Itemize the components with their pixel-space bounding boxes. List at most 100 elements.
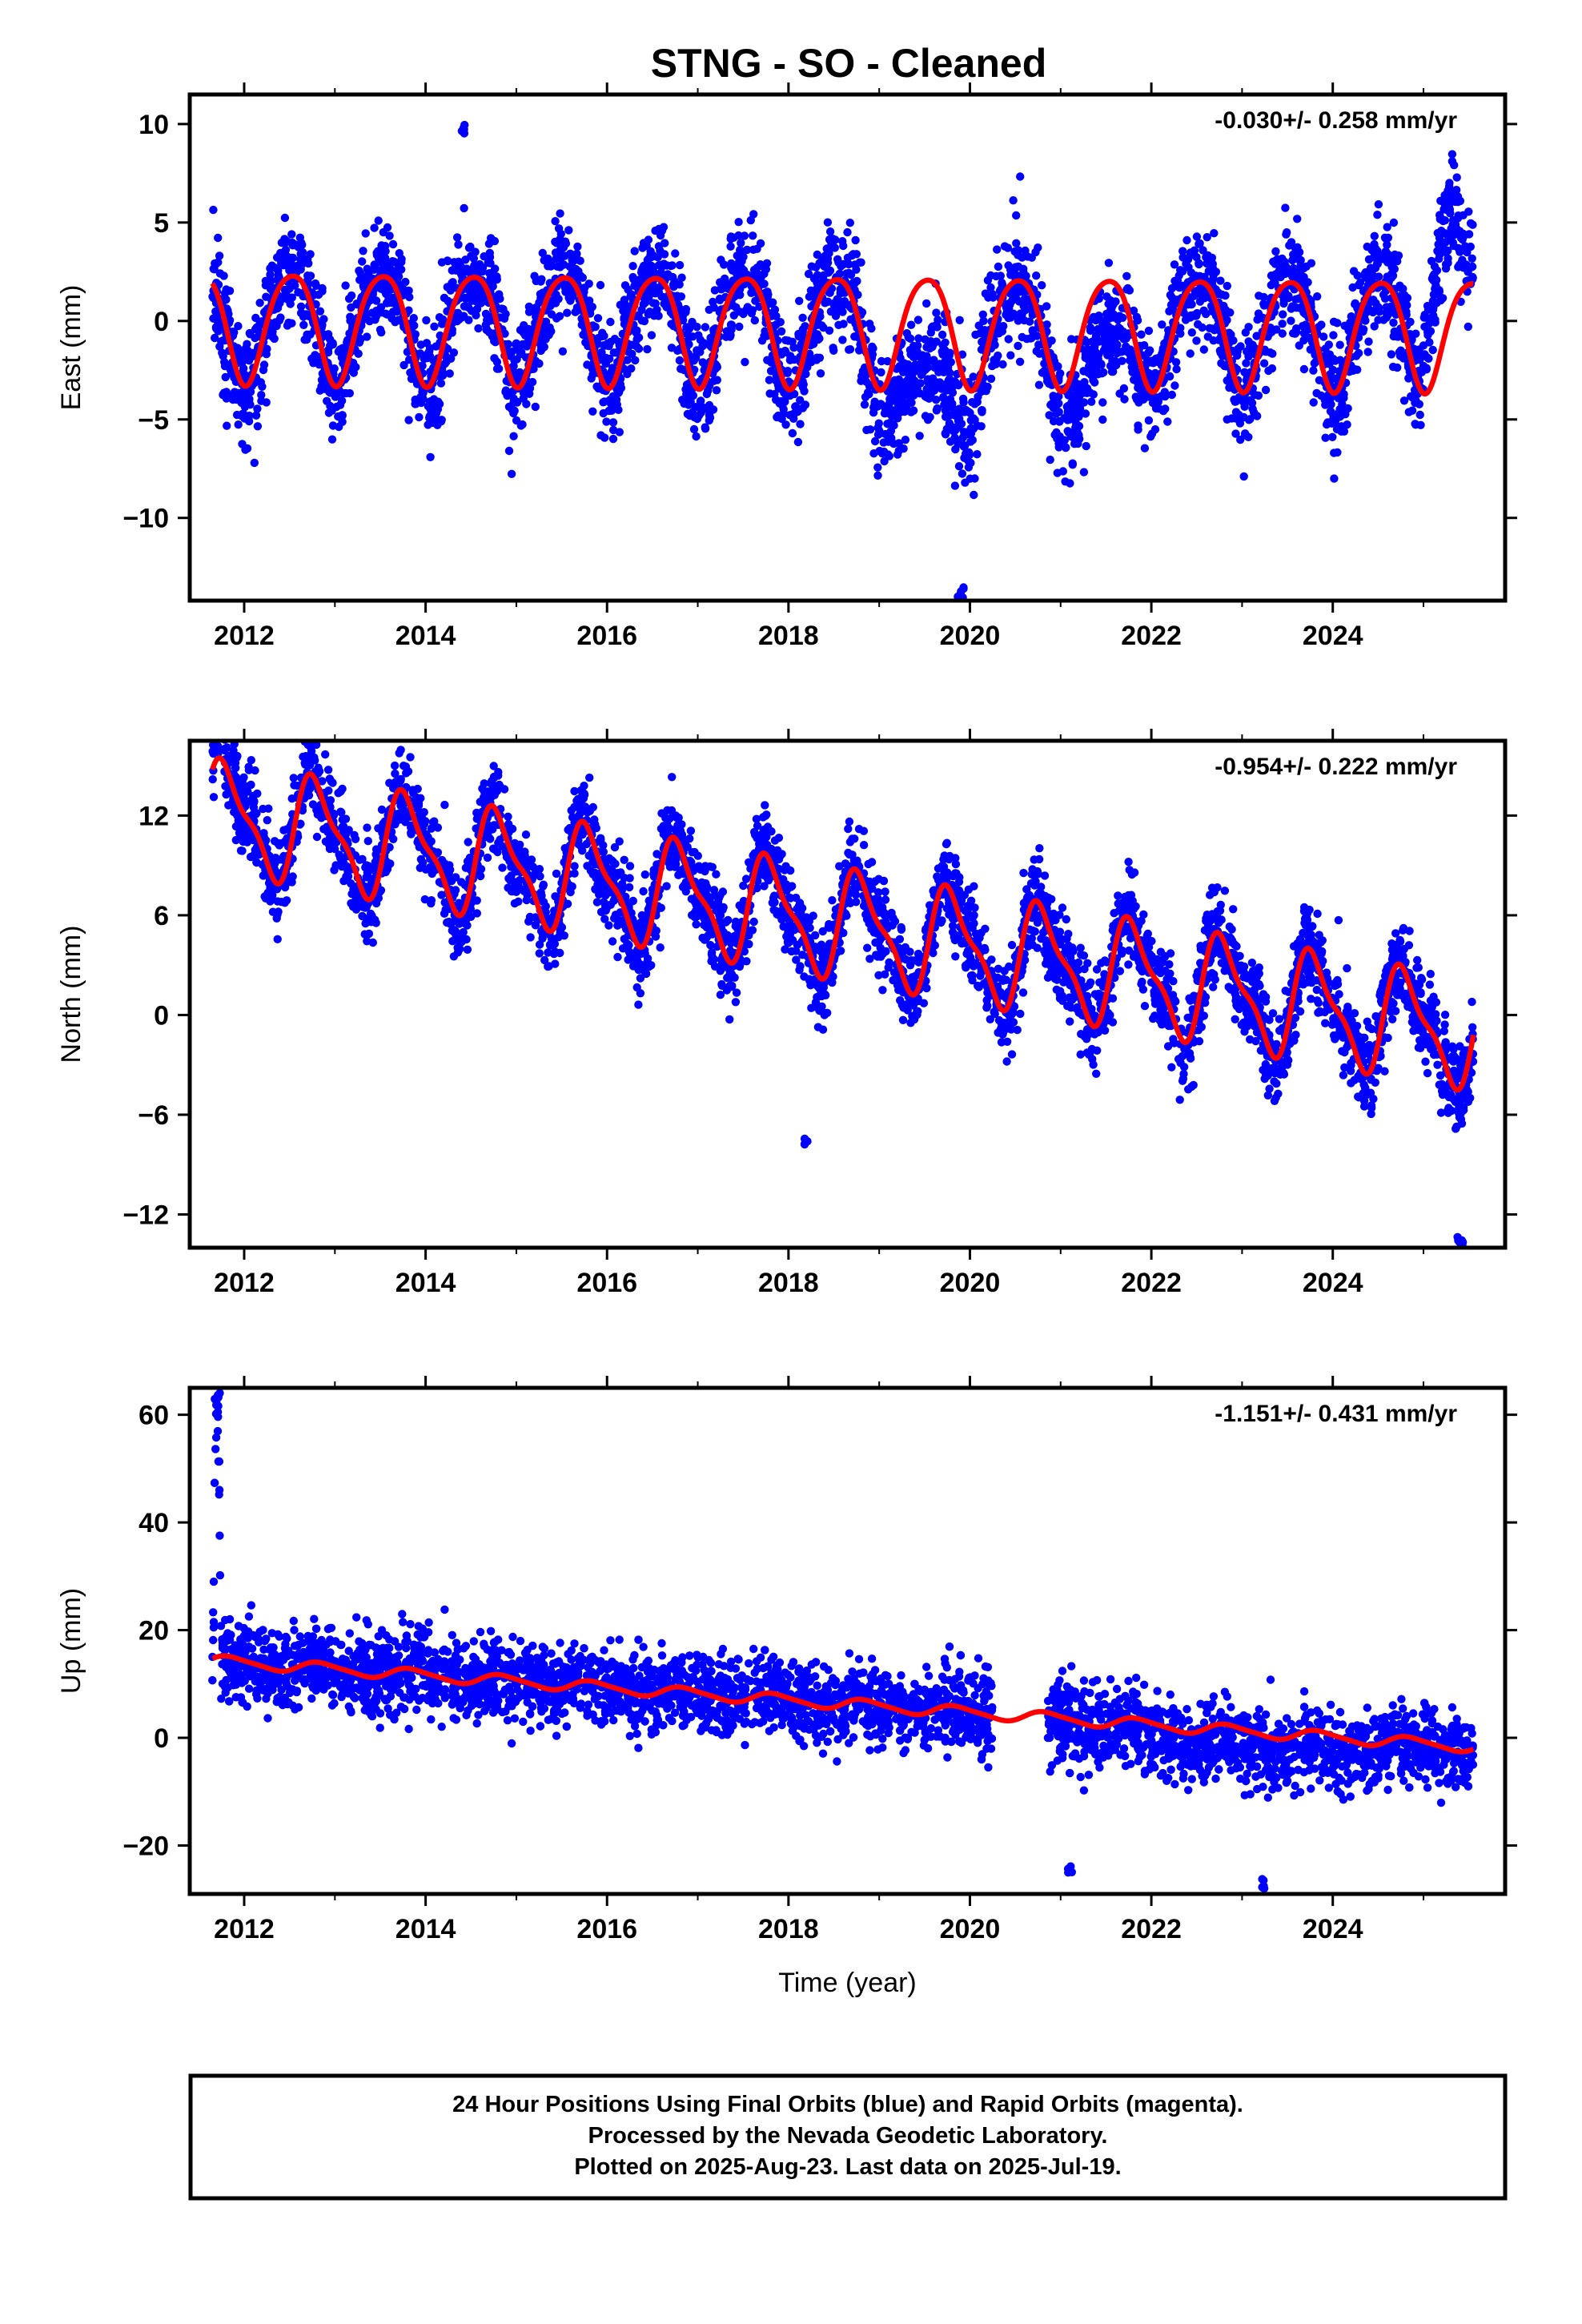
data-point — [1299, 336, 1308, 345]
data-point — [1383, 223, 1391, 231]
data-point — [1114, 323, 1123, 332]
y-tick-label: −5 — [138, 405, 169, 436]
data-point — [363, 264, 371, 273]
data-point — [1323, 418, 1332, 427]
data-point — [606, 317, 615, 327]
data-point — [1447, 150, 1457, 159]
data-point — [1144, 416, 1154, 425]
data-point — [1389, 318, 1398, 328]
data-point — [722, 327, 732, 336]
data-point — [999, 322, 1008, 331]
data-point — [896, 354, 905, 363]
data-point — [960, 408, 969, 416]
data-point — [1350, 364, 1359, 373]
data-point — [620, 855, 628, 865]
data-point — [663, 272, 672, 282]
data-point — [1404, 374, 1413, 383]
data-point — [1309, 398, 1318, 407]
data-point — [596, 431, 605, 440]
data-point — [1441, 238, 1450, 247]
data-point — [1267, 328, 1276, 336]
data-point — [412, 400, 420, 408]
data-point — [280, 285, 290, 295]
data-point — [1453, 198, 1463, 207]
data-point — [492, 364, 502, 373]
data-point — [280, 213, 290, 223]
data-point — [211, 324, 221, 333]
data-point — [682, 323, 691, 332]
data-point — [460, 203, 468, 213]
data-point — [713, 363, 721, 372]
data-point — [950, 411, 960, 420]
data-point — [1333, 319, 1342, 328]
data-point — [837, 262, 845, 271]
data-point — [1279, 310, 1287, 319]
data-point — [1157, 392, 1166, 400]
data-point — [323, 396, 331, 405]
data-point — [945, 380, 954, 388]
data-point — [1331, 356, 1340, 365]
data-point — [404, 416, 413, 424]
data-point — [1069, 433, 1078, 442]
data-point — [470, 261, 479, 270]
data-point — [608, 418, 618, 427]
data-point — [1259, 300, 1268, 308]
data-point — [900, 407, 909, 416]
data-point — [1415, 410, 1424, 420]
data-point — [1214, 288, 1223, 297]
data-point — [1246, 396, 1255, 404]
data-point — [1111, 347, 1120, 356]
data-point — [858, 367, 868, 376]
data-point — [405, 292, 414, 302]
data-point — [1129, 306, 1138, 316]
data-point — [1277, 268, 1286, 277]
data-point — [1244, 337, 1253, 346]
data-point — [868, 342, 877, 352]
data-point — [729, 233, 738, 242]
data-point — [1291, 329, 1299, 338]
data-point — [1220, 887, 1230, 895]
data-point — [889, 410, 899, 419]
data-point — [347, 291, 356, 300]
data-point — [1452, 173, 1461, 182]
data-point — [1389, 218, 1399, 227]
data-point — [1058, 439, 1067, 448]
data-point — [1146, 432, 1155, 441]
data-point — [1449, 241, 1459, 251]
data-point — [215, 251, 224, 260]
data-point — [551, 217, 560, 226]
data-point — [1172, 364, 1181, 374]
data-point — [1054, 362, 1062, 371]
data-point — [1009, 196, 1018, 205]
data-point — [914, 334, 923, 343]
data-point — [394, 316, 403, 324]
data-point — [729, 311, 738, 320]
data-point — [385, 231, 394, 240]
data-point — [374, 254, 383, 263]
data-point — [884, 405, 893, 414]
data-point — [620, 296, 629, 304]
data-point — [823, 218, 833, 227]
data-point — [949, 426, 958, 436]
data-point — [1067, 335, 1076, 344]
data-point — [982, 387, 990, 396]
data-point — [1287, 238, 1296, 247]
data-point — [439, 315, 448, 324]
data-point — [401, 277, 410, 287]
data-point — [1395, 348, 1404, 357]
data-point — [1319, 332, 1328, 341]
data-point — [464, 303, 473, 312]
data-point — [1390, 327, 1399, 336]
data-point — [482, 325, 491, 335]
data-point — [317, 382, 326, 391]
data-point — [1231, 429, 1240, 438]
east-y-axis-label: East (mm) — [56, 285, 86, 411]
data-point — [660, 293, 669, 302]
data-point — [894, 439, 904, 448]
data-point — [327, 435, 337, 444]
data-point — [807, 262, 816, 271]
data-point — [499, 304, 508, 314]
data-point — [620, 315, 628, 324]
data-point — [1074, 439, 1082, 448]
data-point — [1223, 281, 1232, 291]
